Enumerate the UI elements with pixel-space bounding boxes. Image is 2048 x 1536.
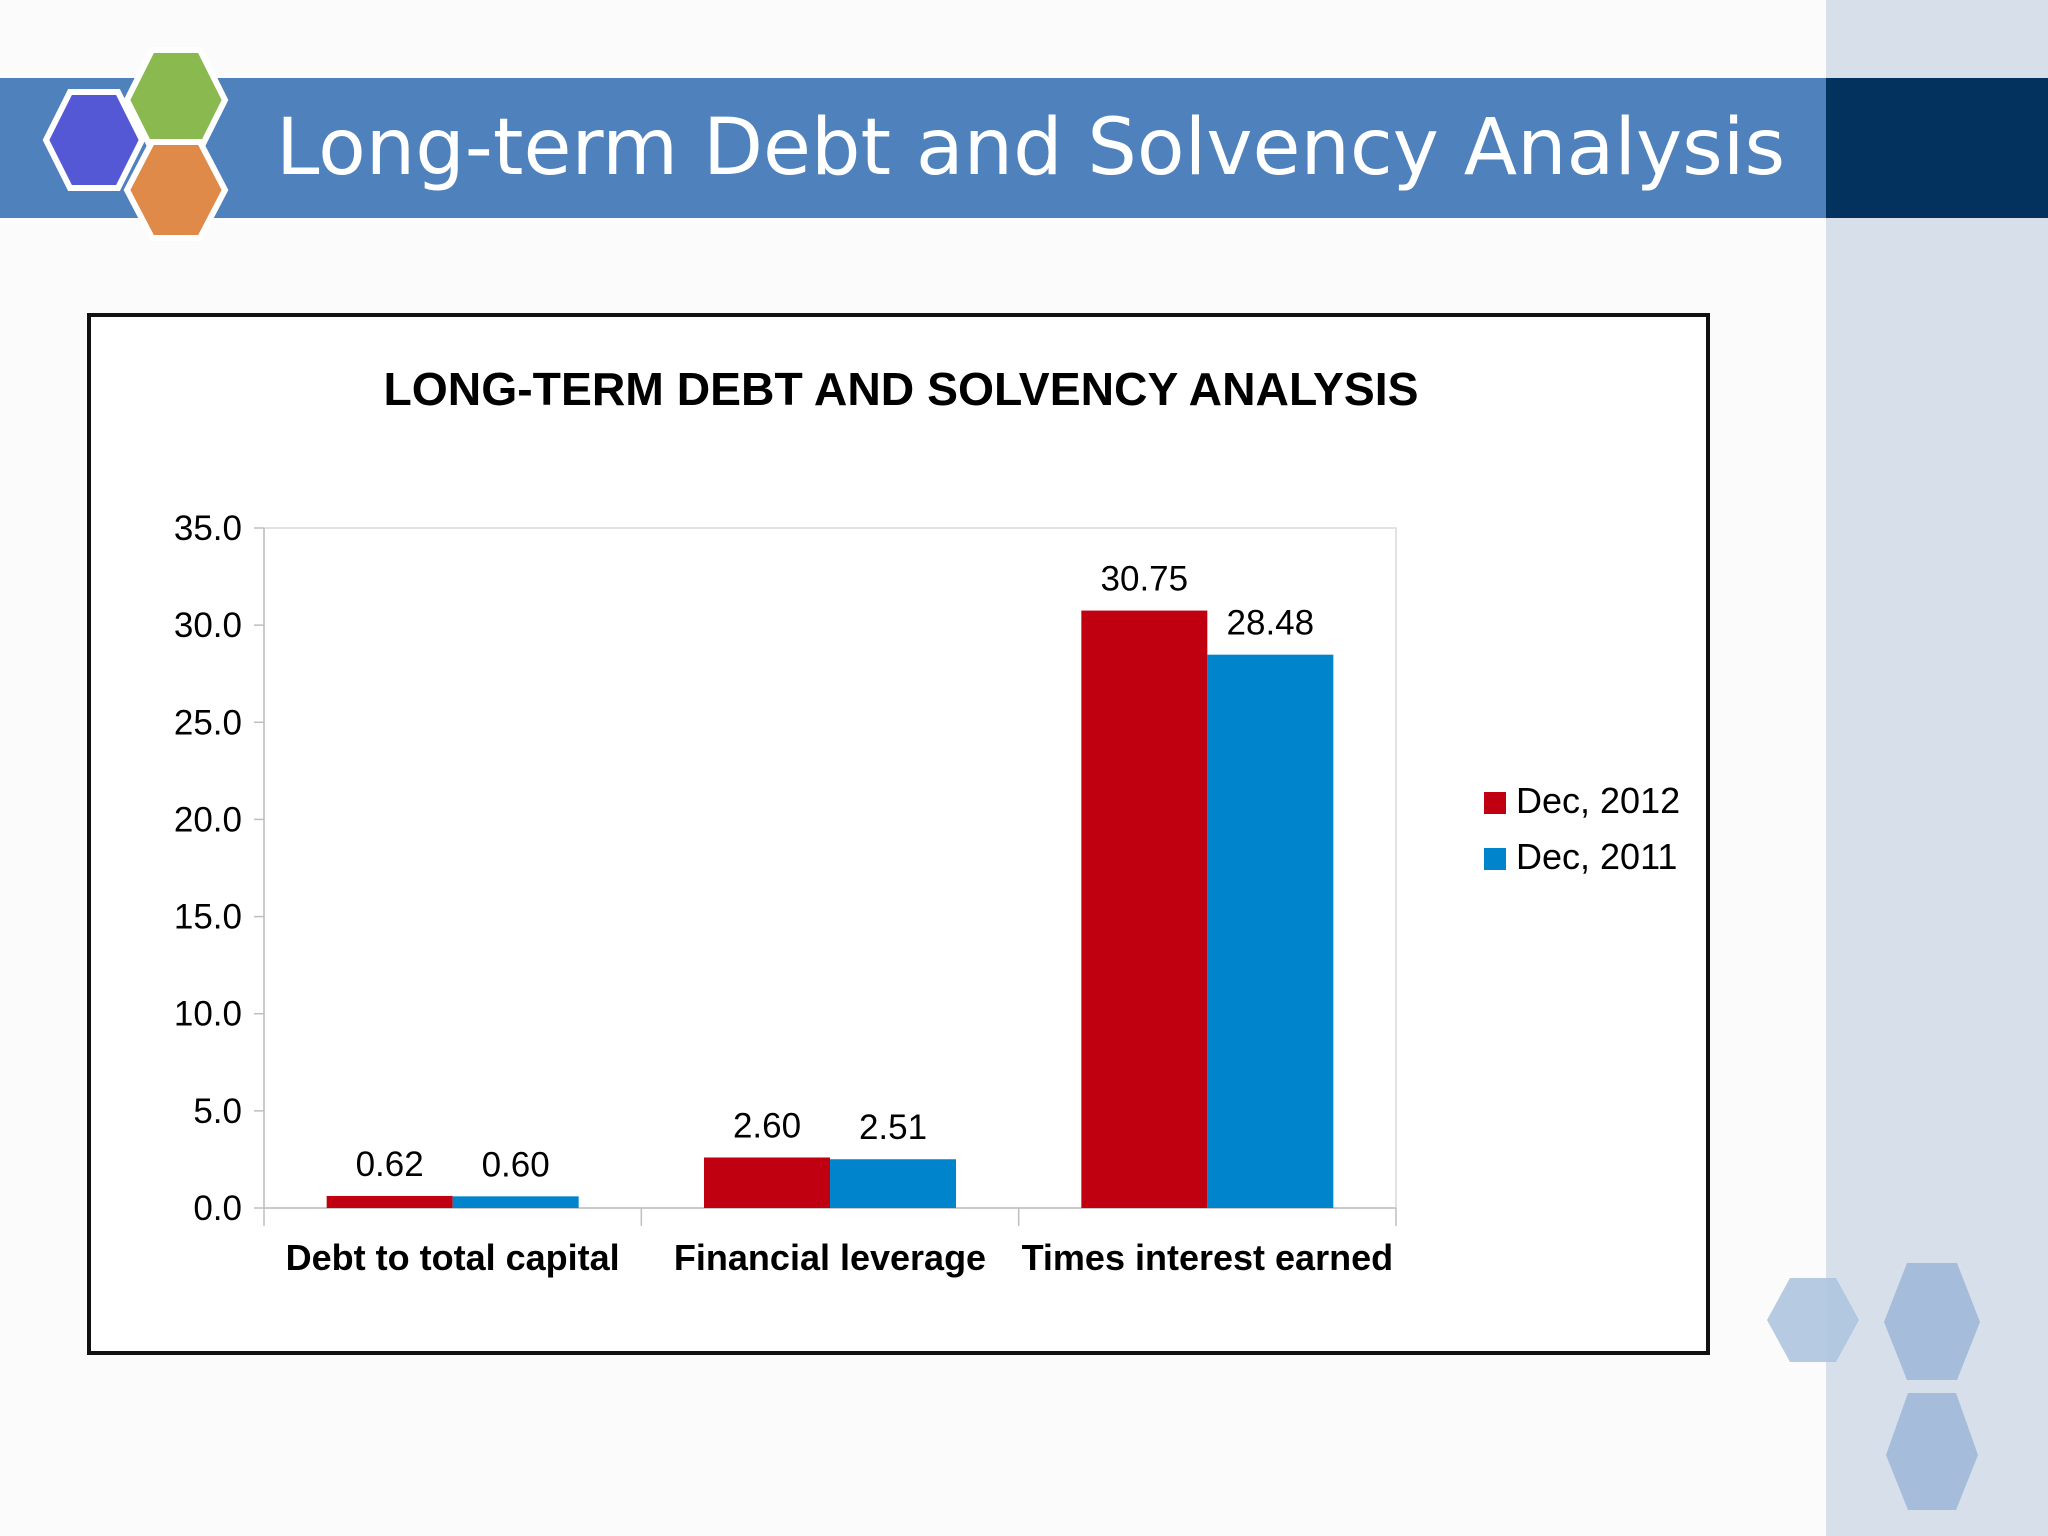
data-label: 28.48 — [1227, 604, 1315, 643]
y-tick-label: 25.0 — [174, 703, 242, 742]
data-label: 2.60 — [733, 1106, 801, 1145]
decorative-hexagons — [1767, 1263, 1980, 1510]
data-label: 0.62 — [356, 1145, 424, 1184]
chart-title: LONG-TERM DEBT AND SOLVENCY ANALYSIS — [384, 363, 1419, 415]
bar — [1207, 654, 1334, 1208]
y-tick-label: 15.0 — [174, 898, 242, 937]
bar — [452, 1196, 579, 1208]
logo-hexagon-orange — [123, 139, 229, 241]
chart-frame: LONG-TERM DEBT AND SOLVENCY ANALYSIS 0.0… — [87, 313, 1710, 1355]
slide-title: Long-term Debt and Solvency Analysis — [276, 103, 1786, 193]
bar — [1081, 610, 1208, 1208]
data-label: 0.60 — [482, 1145, 550, 1184]
y-tick-label: 20.0 — [174, 800, 242, 839]
bar — [704, 1157, 830, 1208]
title-band-accent — [1826, 78, 2048, 218]
y-tick-label: 35.0 — [174, 509, 242, 548]
title-band — [0, 78, 1826, 218]
y-tick-label: 10.0 — [174, 995, 242, 1034]
y-tick-label: 30.0 — [174, 606, 242, 645]
y-tick-label: 5.0 — [193, 1092, 242, 1131]
legend-swatch — [1484, 792, 1506, 814]
category-label: Times interest earned — [1022, 1237, 1394, 1278]
bar — [830, 1159, 956, 1208]
legend-label: Dec, 2011 — [1516, 836, 1677, 877]
logo-hexagon-blue — [42, 89, 146, 191]
legend-swatch — [1484, 848, 1506, 870]
data-label: 30.75 — [1101, 560, 1189, 599]
bar-chart: LONG-TERM DEBT AND SOLVENCY ANALYSIS 0.0… — [174, 363, 1680, 1278]
bar — [326, 1195, 453, 1208]
data-label: 2.51 — [859, 1108, 927, 1147]
category-label: Debt to total capital — [286, 1237, 620, 1278]
y-tick-label: 0.0 — [193, 1189, 242, 1228]
legend-label: Dec, 2012 — [1516, 780, 1680, 821]
hexagon-logo — [42, 47, 229, 241]
category-label: Financial leverage — [674, 1237, 986, 1278]
